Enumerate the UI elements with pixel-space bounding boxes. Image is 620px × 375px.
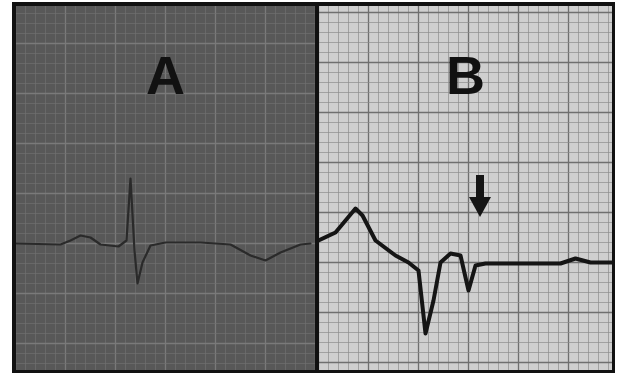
svg-text:B: B	[446, 45, 485, 105]
svg-text:A: A	[146, 45, 185, 105]
